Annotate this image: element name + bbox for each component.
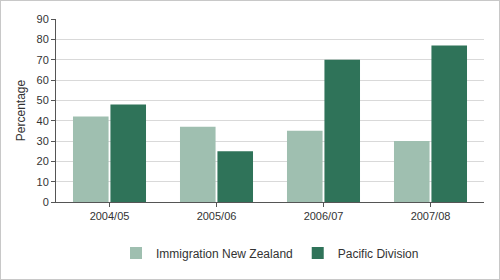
svg-text:40: 40 [37, 115, 49, 127]
svg-text:Pacific Division: Pacific Division [338, 247, 419, 261]
svg-text:2004/05: 2004/05 [90, 210, 130, 222]
svg-text:2005/06: 2005/06 [197, 210, 237, 222]
svg-text:20: 20 [37, 155, 49, 167]
svg-text:50: 50 [37, 94, 49, 106]
svg-text:2006/07: 2006/07 [304, 210, 344, 222]
svg-text:Immigration New Zealand: Immigration New Zealand [156, 247, 293, 261]
svg-text:30: 30 [37, 135, 49, 147]
svg-text:2007/08: 2007/08 [411, 210, 451, 222]
svg-text:90: 90 [37, 13, 49, 25]
svg-text:10: 10 [37, 176, 49, 188]
svg-text:Percentage: Percentage [14, 79, 28, 141]
svg-text:60: 60 [37, 74, 49, 86]
svg-text:80: 80 [37, 33, 49, 45]
svg-text:0: 0 [43, 196, 49, 208]
svg-text:70: 70 [37, 54, 49, 66]
